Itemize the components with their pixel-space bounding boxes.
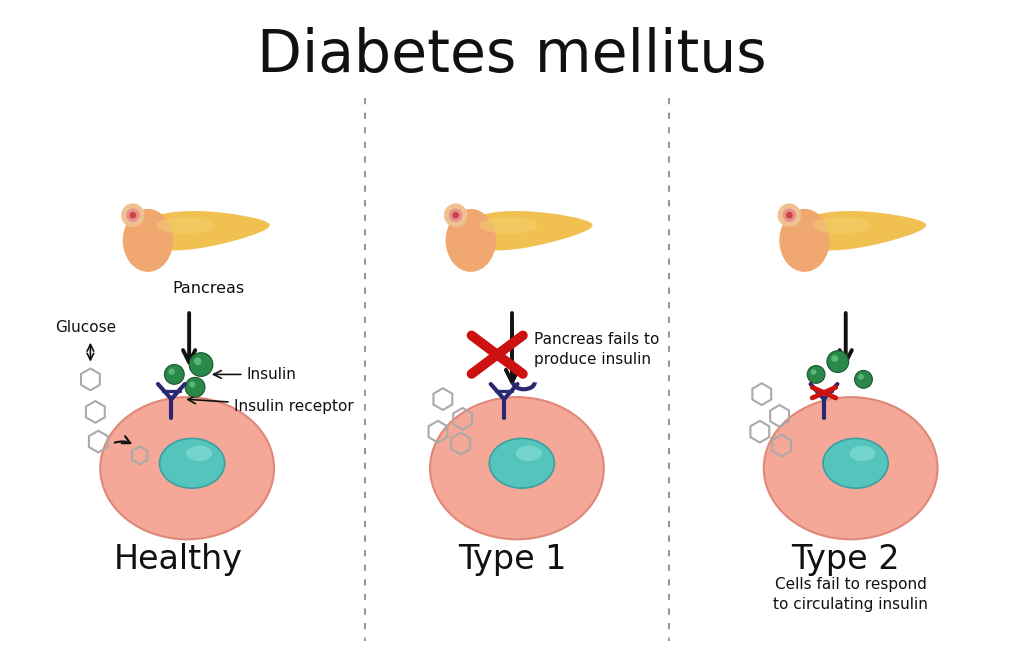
Ellipse shape <box>100 397 274 540</box>
Ellipse shape <box>764 397 938 540</box>
Ellipse shape <box>160 438 224 488</box>
Text: Pancreas: Pancreas <box>173 280 245 295</box>
Circle shape <box>858 374 864 380</box>
Circle shape <box>126 209 139 222</box>
Polygon shape <box>458 211 593 251</box>
Circle shape <box>831 355 839 362</box>
Circle shape <box>449 209 463 222</box>
Ellipse shape <box>850 445 876 461</box>
Ellipse shape <box>779 209 829 272</box>
Circle shape <box>782 209 796 222</box>
Text: Insulin receptor: Insulin receptor <box>187 396 353 413</box>
Text: Type 1: Type 1 <box>458 543 566 576</box>
Ellipse shape <box>430 397 604 540</box>
Text: Cells fail to respond
to circulating insulin: Cells fail to respond to circulating ins… <box>773 577 928 612</box>
Polygon shape <box>792 211 926 251</box>
Polygon shape <box>135 211 269 251</box>
Text: Healthy: Healthy <box>114 543 243 576</box>
Ellipse shape <box>823 438 888 488</box>
Text: Pancreas fails to
produce insulin: Pancreas fails to produce insulin <box>534 332 659 367</box>
Ellipse shape <box>157 217 215 234</box>
Circle shape <box>121 203 144 227</box>
Ellipse shape <box>445 209 496 272</box>
Circle shape <box>811 369 816 375</box>
Ellipse shape <box>479 217 538 234</box>
Circle shape <box>129 212 136 218</box>
Circle shape <box>777 203 801 227</box>
Circle shape <box>168 368 175 375</box>
Circle shape <box>827 351 849 372</box>
Circle shape <box>786 212 793 218</box>
Text: Diabetes mellitus: Diabetes mellitus <box>257 27 767 84</box>
Text: Insulin: Insulin <box>214 367 296 382</box>
Circle shape <box>194 357 202 365</box>
Text: Type 2: Type 2 <box>792 543 900 576</box>
Circle shape <box>165 365 184 384</box>
Circle shape <box>855 370 872 388</box>
Text: Glucose: Glucose <box>55 320 116 335</box>
Ellipse shape <box>516 445 542 461</box>
Ellipse shape <box>123 209 173 272</box>
Circle shape <box>807 366 825 384</box>
Ellipse shape <box>186 445 212 461</box>
Circle shape <box>189 353 213 376</box>
Ellipse shape <box>813 217 871 234</box>
Circle shape <box>453 212 459 218</box>
Ellipse shape <box>489 438 554 488</box>
Circle shape <box>185 378 205 397</box>
Circle shape <box>444 203 467 227</box>
Circle shape <box>189 382 196 388</box>
